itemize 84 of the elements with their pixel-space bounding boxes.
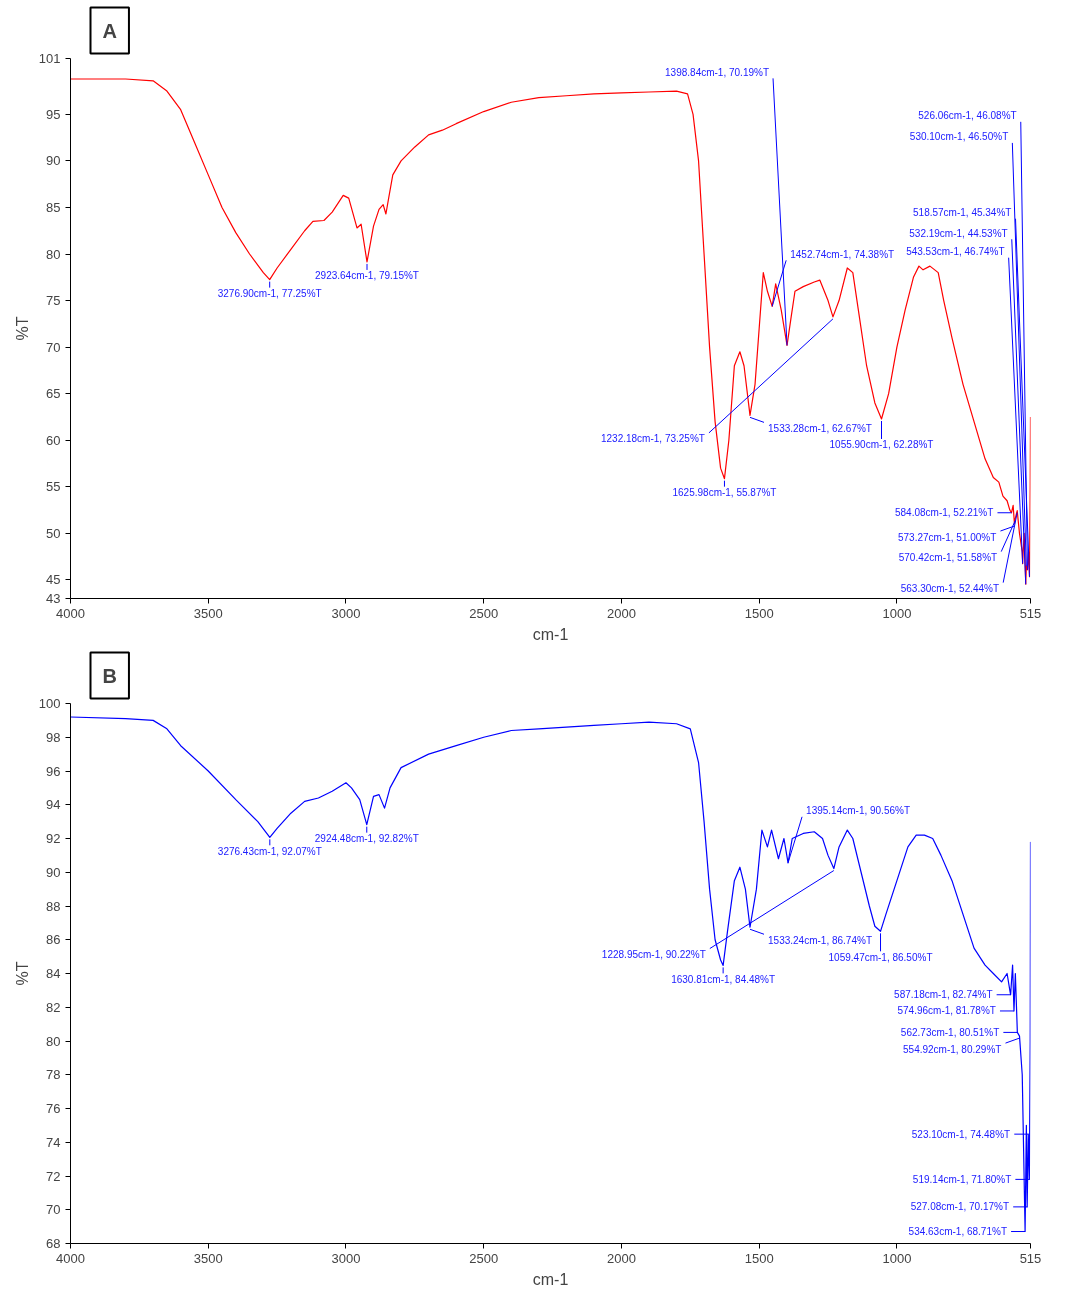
annotation: 3276.90cm-1, 77.25%T xyxy=(217,288,322,300)
annotation: 1625.98cm-1, 55.87%T xyxy=(672,487,777,499)
y-tick-label: 70 xyxy=(46,1202,61,1218)
y-tick-label: 95 xyxy=(46,106,61,122)
x-tick-label: 515 xyxy=(1019,1250,1042,1266)
annotation: 1533.28cm-1, 62.67%T xyxy=(768,422,872,434)
y-tick-label: 86 xyxy=(46,932,61,948)
x-axis-title: cm-1 xyxy=(532,1270,569,1288)
annotation: 1055.90cm-1, 62.28%T xyxy=(829,439,934,451)
annotation: 1452.74cm-1, 74.38%T xyxy=(790,248,895,260)
annotation: 527.08cm-1, 70.17%T xyxy=(910,1201,1010,1213)
y-tick-label: 55 xyxy=(46,479,61,495)
y-tick-label: 94 xyxy=(46,797,61,813)
annotation: 530.10cm-1, 46.50%T xyxy=(909,131,1009,143)
annotation: 1228.95cm-1, 90.22%T xyxy=(601,949,706,961)
y-tick-label: 92 xyxy=(46,831,61,846)
y-tick-label: 90 xyxy=(46,153,61,169)
y-tick-label: 45 xyxy=(46,572,61,588)
y-tick-label: 100 xyxy=(38,696,61,711)
y-tick-label: 96 xyxy=(46,763,61,779)
x-tick-label: 1500 xyxy=(744,1250,774,1266)
y-tick-label: 60 xyxy=(46,432,61,448)
annotation: 1533.24cm-1, 86.74%T xyxy=(768,934,872,946)
annotation: 1232.18cm-1, 73.25%T xyxy=(600,433,705,445)
x-tick-label: 515 xyxy=(1019,605,1042,621)
y-tick-label: 80 xyxy=(46,1033,61,1049)
annotation: 519.14cm-1, 71.80%T xyxy=(912,1173,1012,1185)
annotation: 570.42cm-1, 51.58%T xyxy=(898,552,998,564)
y-tick-label: 76 xyxy=(46,1101,61,1116)
annotation: 563.30cm-1, 52.44%T xyxy=(900,583,1000,595)
annotation: 562.73cm-1, 80.51%T xyxy=(900,1026,1000,1038)
x-tick-label: 4000 xyxy=(56,605,85,621)
y-tick-label: 82 xyxy=(46,999,61,1015)
y-tick-label: 85 xyxy=(46,199,61,215)
x-tick-label: 3500 xyxy=(193,605,223,621)
y-tick-label: 68 xyxy=(46,1236,61,1251)
x-tick-label: 1500 xyxy=(744,605,774,621)
chart-title: B xyxy=(102,664,117,687)
x-tick-label: 4000 xyxy=(56,1250,85,1266)
x-axis-title: cm-1 xyxy=(532,625,569,643)
y-axis-title: %T xyxy=(13,961,31,986)
x-tick-label: 3500 xyxy=(193,1250,223,1266)
y-tick-label: 84 xyxy=(46,966,61,981)
y-tick-label: 88 xyxy=(46,898,61,914)
annotation: 534.63cm-1, 68.71%T xyxy=(908,1226,1007,1238)
annotation: 1398.84cm-1, 70.19%T xyxy=(665,66,770,78)
y-tick-label: 65 xyxy=(46,386,61,402)
y-tick-label: 50 xyxy=(46,525,61,541)
annotation: 543.53cm-1, 46.74%T xyxy=(906,246,1005,258)
annotation: 532.19cm-1, 44.53%T xyxy=(909,227,1008,239)
annotation: 574.96cm-1, 81.78%T xyxy=(897,1005,996,1017)
annotation: 2923.64cm-1, 79.15%T xyxy=(315,270,419,282)
annotation: 526.06cm-1, 46.08%T xyxy=(918,110,1017,122)
x-tick-label: 2000 xyxy=(606,605,636,621)
annotation: 1059.47cm-1, 86.50%T xyxy=(828,951,933,963)
annotation: 587.18cm-1, 82.74%T xyxy=(894,989,993,1001)
x-tick-label: 3000 xyxy=(331,605,361,621)
y-tick-label: 75 xyxy=(46,293,61,309)
y-tick-label: 74 xyxy=(46,1134,61,1150)
y-tick-label: 70 xyxy=(46,339,61,355)
x-tick-label: 1000 xyxy=(882,605,912,621)
x-tick-label: 2000 xyxy=(606,1250,636,1266)
annotation: 3276.43cm-1, 92.07%T xyxy=(217,845,322,857)
annotation: 523.10cm-1, 74.48%T xyxy=(911,1128,1011,1140)
annotation: 573.27cm-1, 51.00%T xyxy=(897,531,997,543)
annotation: 2924.48cm-1, 92.82%T xyxy=(314,833,419,845)
y-tick-label: 80 xyxy=(46,246,61,262)
y-tick-label: 43 xyxy=(46,591,61,606)
y-tick-label: 98 xyxy=(46,729,61,745)
y-tick-label: 78 xyxy=(46,1067,61,1083)
annotation: 554.92cm-1, 80.29%T xyxy=(903,1043,1002,1055)
annotation: 1630.81cm-1, 84.48%T xyxy=(671,973,776,985)
x-tick-label: 2500 xyxy=(469,1250,499,1266)
y-tick-label: 101 xyxy=(38,51,61,66)
annotation: 1395.14cm-1, 90.56%T xyxy=(806,805,911,817)
y-tick-label: 90 xyxy=(46,864,61,880)
annotation: 518.57cm-1, 45.34%T xyxy=(913,207,1012,219)
x-tick-label: 2500 xyxy=(469,605,499,621)
y-axis-title: %T xyxy=(13,316,31,341)
y-tick-label: 72 xyxy=(46,1168,61,1184)
annotation: 584.08cm-1, 52.21%T xyxy=(894,507,994,519)
x-tick-label: 1000 xyxy=(882,1250,912,1266)
x-tick-label: 3000 xyxy=(331,1250,361,1266)
chart-title: A xyxy=(102,19,117,42)
